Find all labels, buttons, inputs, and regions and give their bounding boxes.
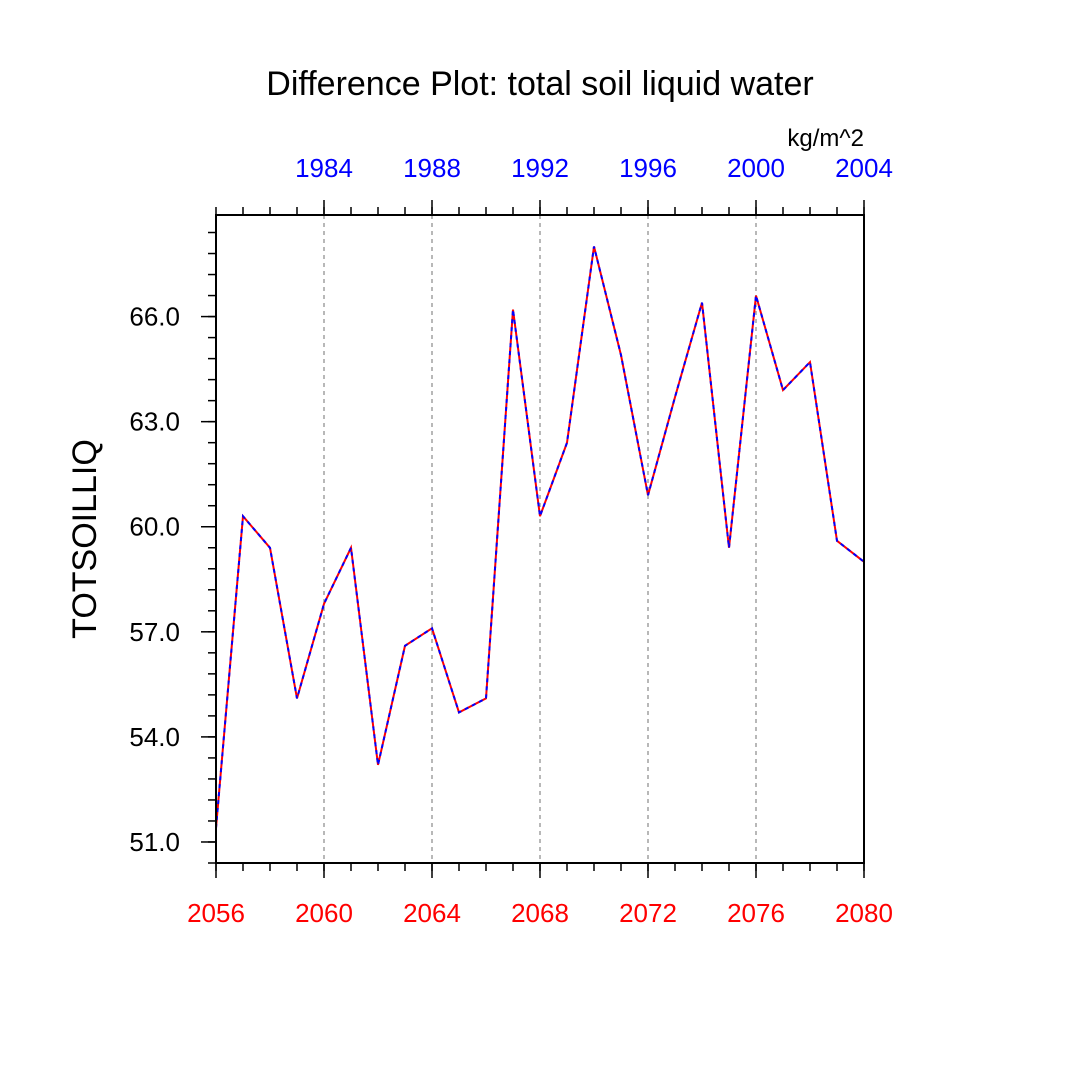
series-line-red (215, 246, 865, 829)
x-top-tick-label: 2000 (727, 153, 785, 183)
x-top-tick-label: 1996 (619, 153, 677, 183)
y-tick-label: 51.0 (129, 827, 180, 857)
gridlines (323, 215, 757, 863)
major-ticks (201, 200, 865, 878)
y-tick-label: 66.0 (129, 302, 180, 332)
x-top-tick-label: 1992 (511, 153, 569, 183)
x-bottom-tick-label: 2080 (835, 898, 893, 928)
x-bottom-tick-label: 2056 (187, 898, 245, 928)
chart-title: Difference Plot: total soil liquid water (266, 65, 813, 103)
x-top-tick-labels: 1984 1988 1992 1996 2000 2004 (295, 153, 893, 183)
units-label: kg/m^2 (787, 125, 864, 152)
y-tick-label: 54.0 (129, 722, 180, 752)
y-axis-label: TOTSOILLIQ (66, 439, 104, 639)
minor-ticks (208, 207, 865, 871)
x-bottom-tick-label: 2064 (403, 898, 461, 928)
y-tick-label: 60.0 (129, 512, 180, 542)
plot-frame (215, 214, 865, 864)
y-tick-label: 57.0 (129, 617, 180, 647)
y-tick-label: 63.0 (129, 407, 180, 437)
x-bottom-tick-label: 2076 (727, 898, 785, 928)
x-bottom-tick-label: 2068 (511, 898, 569, 928)
data-series (215, 246, 865, 829)
x-bottom-tick-labels: 2056 2060 2064 2068 2072 2076 2080 (187, 898, 893, 928)
y-tick-labels: 51.0 54.0 57.0 60.0 63.0 66.0 (129, 302, 180, 857)
x-bottom-tick-label: 2060 (295, 898, 353, 928)
x-top-tick-label: 1988 (403, 153, 461, 183)
x-top-tick-label: 2004 (835, 153, 893, 183)
x-bottom-tick-label: 2072 (619, 898, 677, 928)
x-top-tick-label: 1984 (295, 153, 353, 183)
